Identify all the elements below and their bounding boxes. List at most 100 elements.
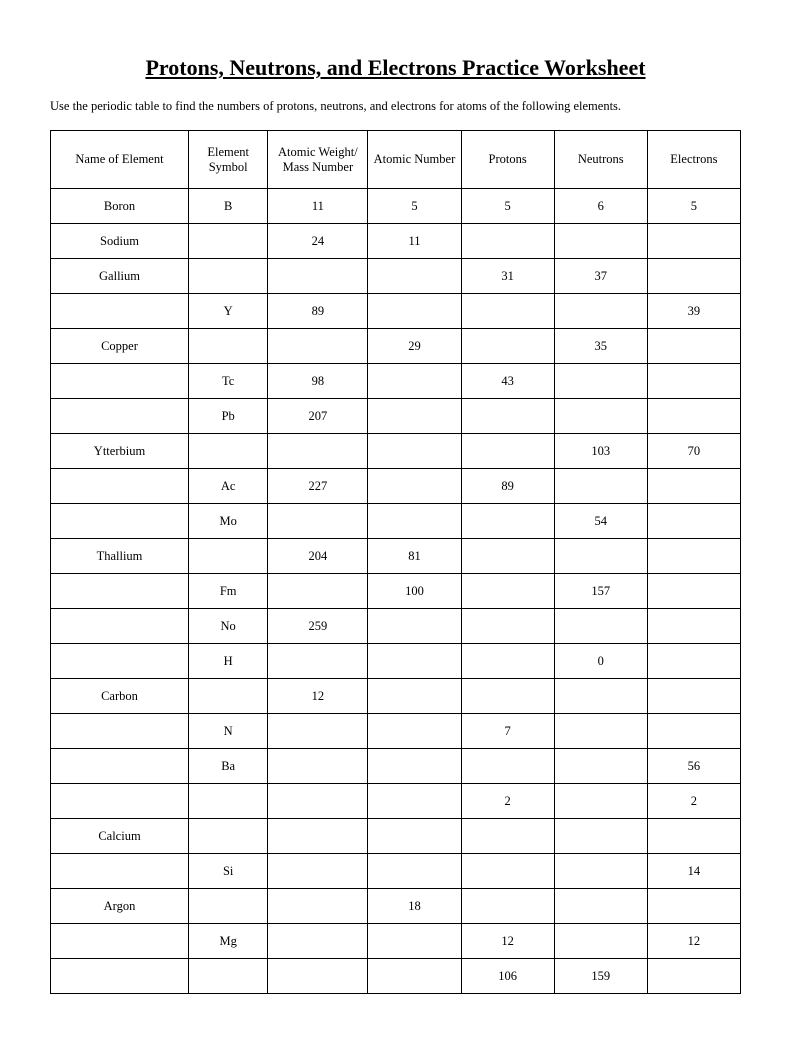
table-cell: Ytterbium [51,434,189,469]
table-cell: B [189,189,268,224]
table-cell [268,259,368,294]
table-row: Ba56 [51,749,741,784]
table-cell [368,294,461,329]
table-row: Mo54 [51,504,741,539]
table-cell [647,364,740,399]
table-row: Pb207 [51,399,741,434]
table-cell: Tc [189,364,268,399]
table-cell [647,224,740,259]
table-cell [647,644,740,679]
table-cell: 204 [268,539,368,574]
table-cell: Copper [51,329,189,364]
col-header-name: Name of Element [51,131,189,189]
table-cell [647,329,740,364]
table-row: Gallium3137 [51,259,741,294]
table-cell: H [189,644,268,679]
table-cell [268,959,368,994]
table-cell: 100 [368,574,461,609]
elements-table: Name of Element Element Symbol Atomic We… [50,130,741,994]
table-cell [268,434,368,469]
table-cell [368,749,461,784]
table-row: Ytterbium10370 [51,434,741,469]
table-row: N7 [51,714,741,749]
table-cell [461,889,554,924]
table-cell: Y [189,294,268,329]
table-row: Thallium20481 [51,539,741,574]
table-row: Fm100157 [51,574,741,609]
worksheet-instructions: Use the periodic table to find the numbe… [50,99,741,114]
table-cell [268,819,368,854]
table-row: BoronB115565 [51,189,741,224]
table-cell [461,399,554,434]
table-cell [554,469,647,504]
table-cell [51,959,189,994]
table-cell [51,469,189,504]
table-cell [189,259,268,294]
table-cell: Gallium [51,259,189,294]
table-cell [647,889,740,924]
table-cell [647,469,740,504]
table-cell [461,609,554,644]
table-cell: 5 [461,189,554,224]
table-cell [368,259,461,294]
table-cell: 98 [268,364,368,399]
table-row: Ac22789 [51,469,741,504]
table-cell: 89 [268,294,368,329]
table-cell [461,854,554,889]
table-row: Copper2935 [51,329,741,364]
table-cell [554,749,647,784]
table-cell [268,644,368,679]
table-cell [268,854,368,889]
col-header-electrons: Electrons [647,131,740,189]
table-cell [461,329,554,364]
table-cell [461,749,554,784]
table-cell: 11 [368,224,461,259]
table-cell [268,749,368,784]
table-cell [647,539,740,574]
table-cell: Si [189,854,268,889]
table-cell [647,609,740,644]
table-cell [368,364,461,399]
table-cell [461,539,554,574]
table-cell [51,749,189,784]
table-cell [268,574,368,609]
table-cell [554,854,647,889]
table-cell [554,399,647,434]
table-cell [189,784,268,819]
table-cell: 2 [461,784,554,819]
table-cell [189,889,268,924]
table-cell: Ba [189,749,268,784]
table-row: Y8939 [51,294,741,329]
table-row: No259 [51,609,741,644]
table-cell [647,574,740,609]
table-cell [368,714,461,749]
table-cell: 103 [554,434,647,469]
table-cell [268,889,368,924]
table-cell: 81 [368,539,461,574]
table-cell [368,399,461,434]
table-body: BoronB115565Sodium2411Gallium3137Y8939Co… [51,189,741,994]
table-row: Argon18 [51,889,741,924]
table-cell [461,644,554,679]
table-cell [268,329,368,364]
table-cell [647,399,740,434]
table-cell: 106 [461,959,554,994]
table-cell [554,924,647,959]
table-cell [368,609,461,644]
table-row: Calcium [51,819,741,854]
table-cell: 29 [368,329,461,364]
table-cell: 2 [647,784,740,819]
table-cell [461,574,554,609]
table-cell [51,784,189,819]
table-cell [51,574,189,609]
table-cell [647,819,740,854]
table-cell [368,644,461,679]
table-row: H0 [51,644,741,679]
table-cell [189,679,268,714]
table-cell: 14 [647,854,740,889]
table-cell [368,784,461,819]
table-cell [268,784,368,819]
table-cell: 6 [554,189,647,224]
table-cell: 12 [647,924,740,959]
table-cell [368,819,461,854]
